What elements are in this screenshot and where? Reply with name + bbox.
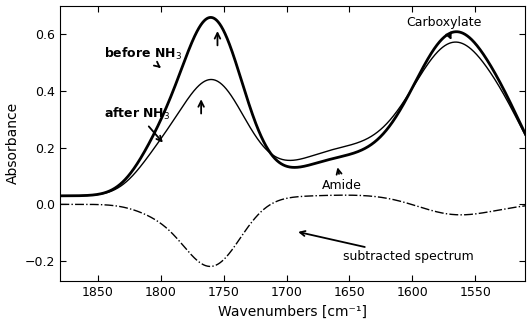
Text: Amide: Amide xyxy=(322,169,362,192)
X-axis label: Wavenumbers [cm⁻¹]: Wavenumbers [cm⁻¹] xyxy=(218,305,367,318)
Text: Carboxylate: Carboxylate xyxy=(406,16,482,38)
Text: after NH$_3$: after NH$_3$ xyxy=(105,105,171,141)
Text: subtracted spectrum: subtracted spectrum xyxy=(300,231,474,263)
Y-axis label: Absorbance: Absorbance xyxy=(5,102,20,184)
Text: before NH$_3$: before NH$_3$ xyxy=(105,46,182,67)
